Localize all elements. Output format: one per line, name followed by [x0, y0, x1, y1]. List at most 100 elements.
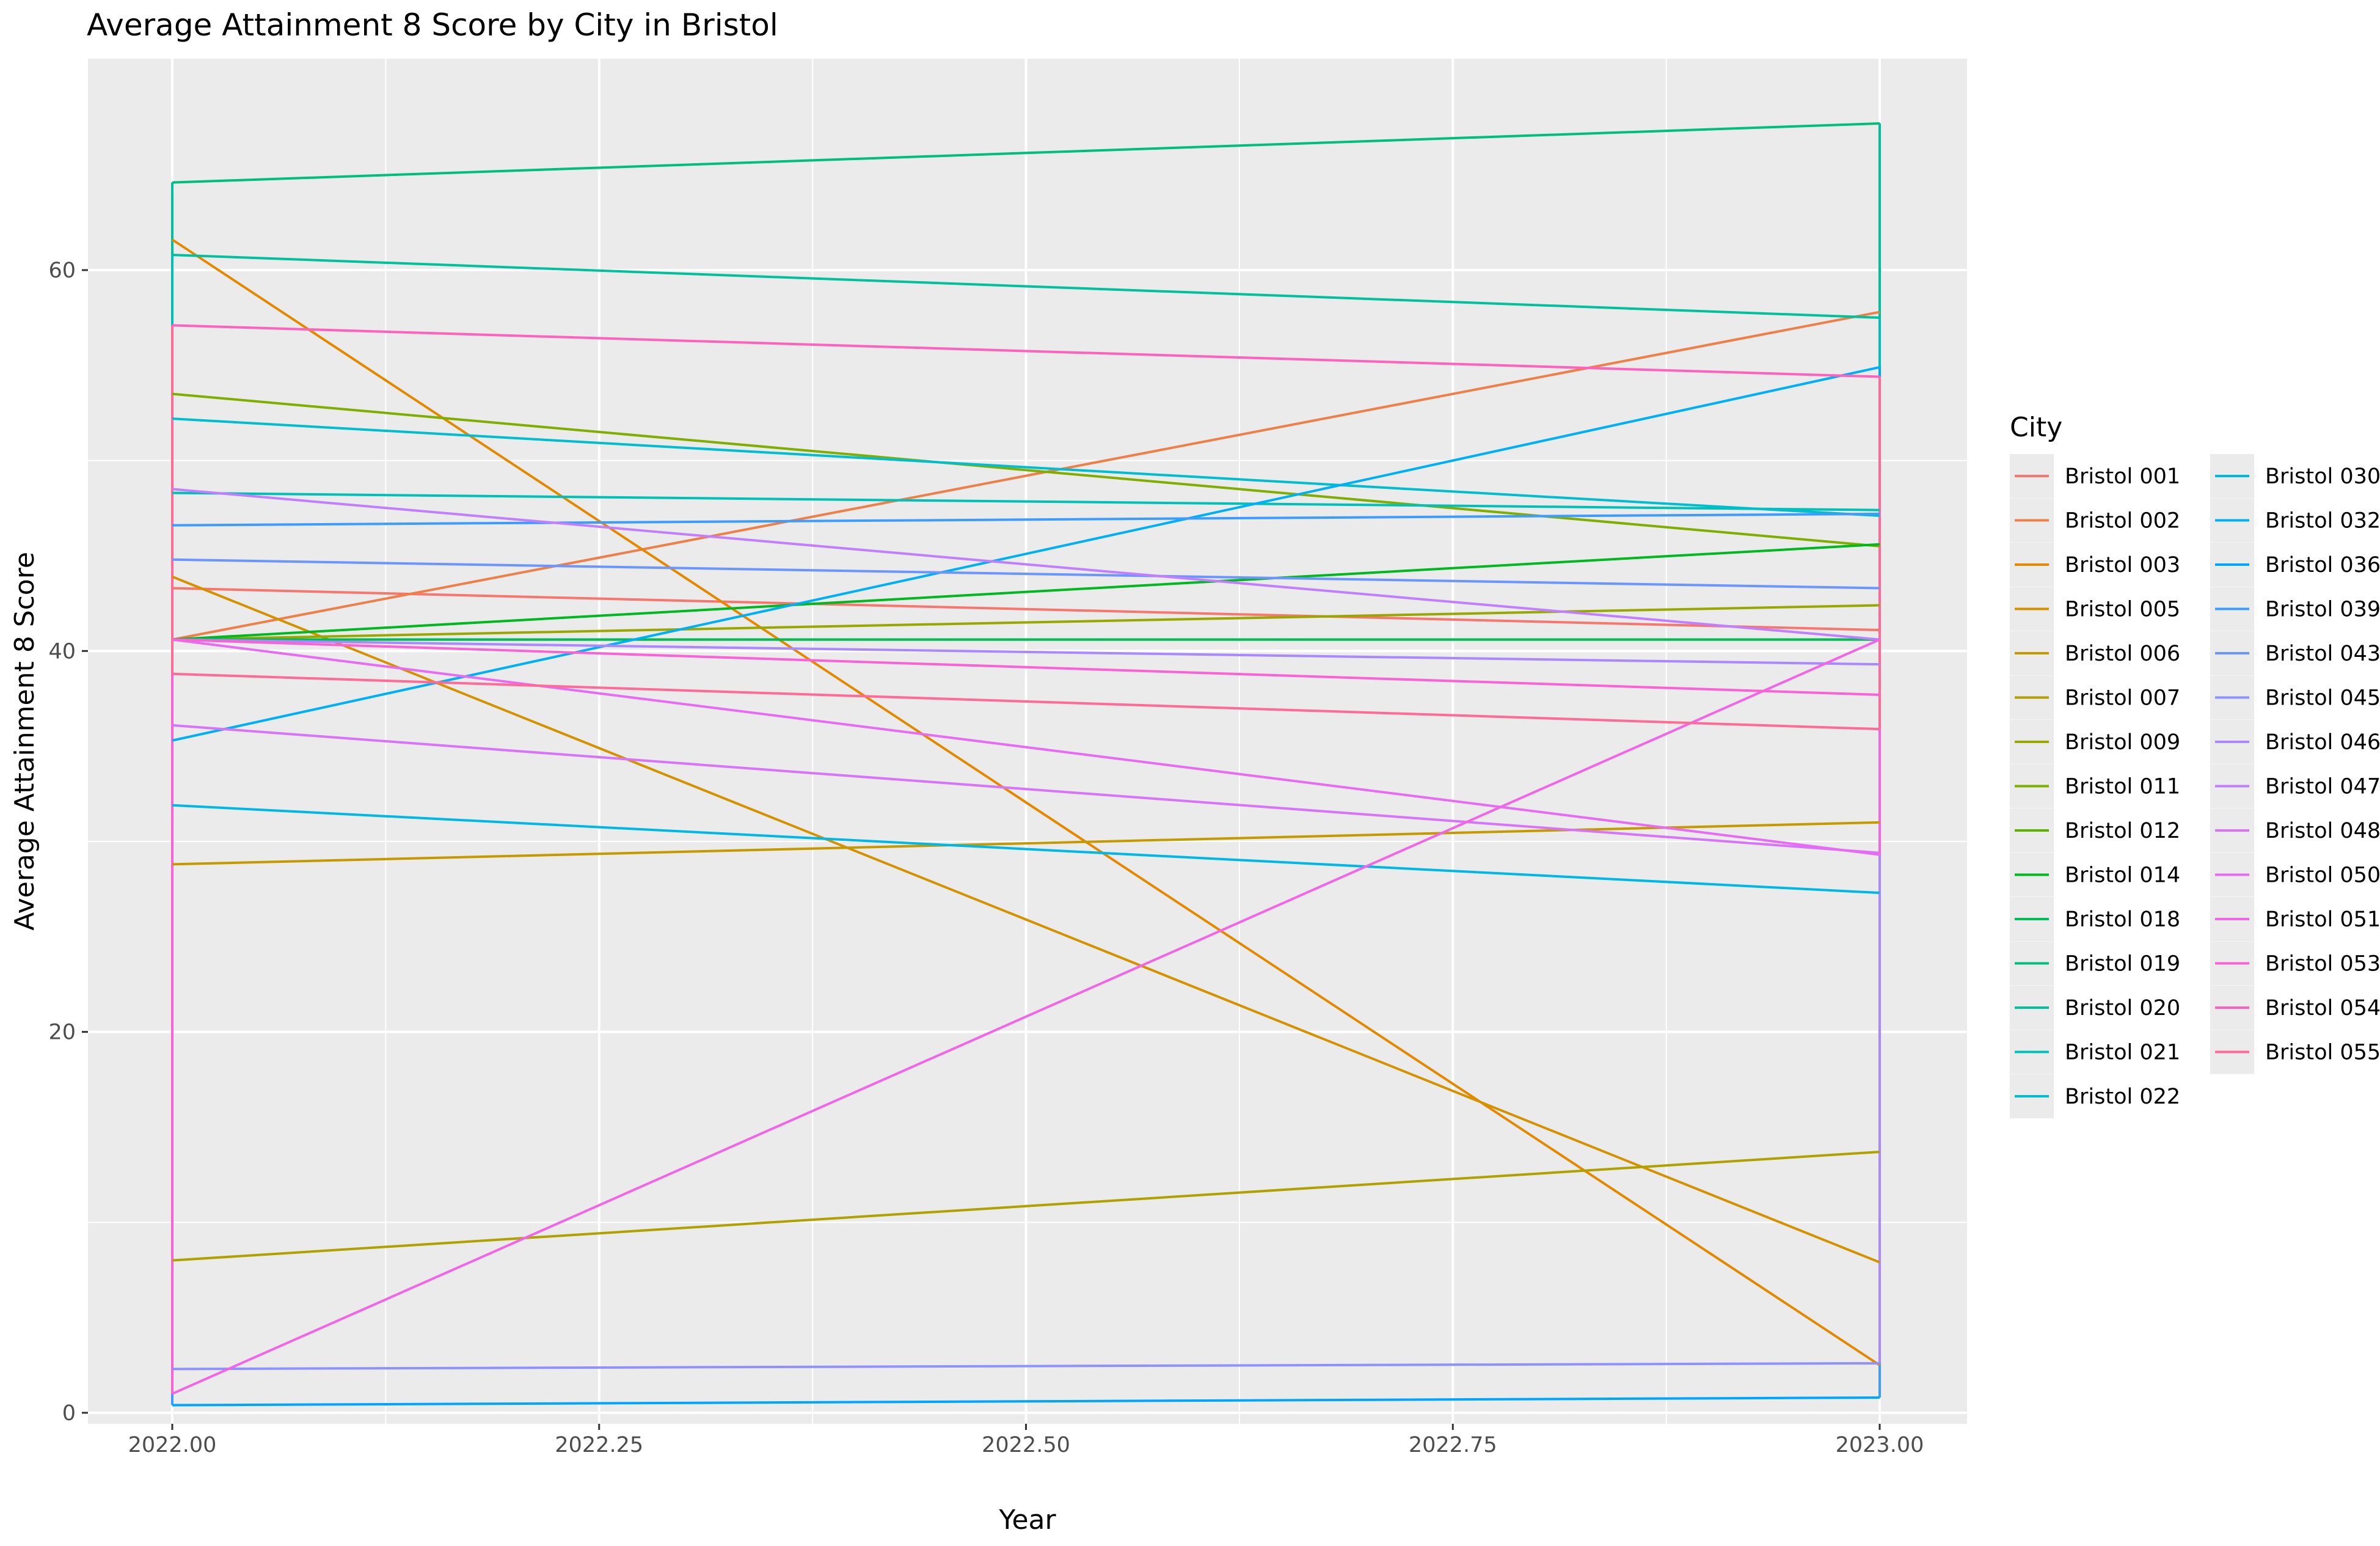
legend-item: Bristol 001 — [2010, 454, 2180, 498]
legend-item: Bristol 053 — [2210, 941, 2380, 986]
legend-title: City — [2010, 412, 2062, 443]
series-line-bristol-054 — [172, 324, 1880, 378]
legend-item: Bristol 048 — [2210, 808, 2380, 852]
legend-item: Bristol 009 — [2010, 720, 2180, 764]
legend-label: Bristol 043 — [2265, 642, 2380, 666]
series-line-bristol-007 — [172, 1151, 1880, 1262]
legend-item: Bristol 043 — [2210, 631, 2380, 675]
legend-item: Bristol 011 — [2010, 764, 2180, 808]
series-lines — [171, 122, 1881, 1407]
legend-label: Bristol 039 — [2265, 598, 2380, 622]
x-axis: 2022.00 2022.25 2022.50 2022.75 2023.00 — [128, 1424, 1924, 1457]
legend-label: Bristol 055 — [2265, 1041, 2380, 1065]
series-line-bristol-022 — [172, 417, 1880, 518]
chart-title: Average Attainment 8 Score by City in Br… — [87, 7, 778, 43]
legend-item: Bristol 047 — [2210, 764, 2380, 808]
legend-label: Bristol 054 — [2265, 996, 2380, 1020]
legend-label: Bristol 045 — [2265, 686, 2380, 711]
x-tick-label: 2022.00 — [128, 1433, 217, 1457]
legend-label: Bristol 046 — [2265, 730, 2380, 755]
legend-item: Bristol 032 — [2210, 498, 2380, 543]
series-line-bristol-005 — [172, 575, 1880, 1264]
legend-label: Bristol 022 — [2065, 1085, 2180, 1109]
y-tick-label: 60 — [48, 258, 76, 283]
series-line-bristol-039 — [172, 512, 1880, 527]
series-line-bristol-036 — [172, 1396, 1880, 1407]
legend-label: Bristol 006 — [2065, 642, 2180, 666]
series-line-bristol-001 — [172, 587, 1880, 632]
series-line-bristol-009 — [172, 604, 1880, 641]
legend-item: Bristol 018 — [2010, 897, 2180, 941]
legend-item: Bristol 021 — [2010, 1030, 2180, 1074]
legend-label: Bristol 009 — [2065, 730, 2180, 755]
legend-label: Bristol 012 — [2065, 819, 2180, 843]
legend-item: Bristol 039 — [2210, 587, 2380, 631]
legend-label: Bristol 019 — [2065, 952, 2180, 976]
legend-label: Bristol 048 — [2265, 819, 2380, 843]
y-axis: 0 20 40 60 — [48, 258, 88, 1426]
legend-item: Bristol 014 — [2010, 852, 2180, 897]
legend-label: Bristol 020 — [2065, 996, 2180, 1020]
series-line-bristol-030 — [172, 804, 1880, 895]
series-line-bristol-050 — [172, 638, 1880, 856]
series-line-bristol-003 — [171, 238, 1881, 1366]
series-line-bristol-051 — [172, 638, 1880, 1395]
legend-label: Bristol 051 — [2265, 907, 2380, 932]
x-tick-label: 2022.50 — [982, 1433, 1070, 1457]
legend-item: Bristol 002 — [2010, 498, 2180, 543]
legend-item: Bristol 007 — [2010, 675, 2180, 720]
legend-item: Bristol 055 — [2210, 1030, 2380, 1074]
legend-label: Bristol 007 — [2065, 686, 2180, 711]
legend: City Bristol 001 Bristol 002 Bristol 003 Br… — [2010, 412, 2380, 1118]
y-tick-label: 40 — [48, 639, 76, 664]
legend-label: Bristol 032 — [2265, 509, 2380, 533]
legend-item: Bristol 019 — [2010, 941, 2180, 986]
legend-label: Bristol 014 — [2065, 863, 2180, 888]
series-line-bristol-047 — [172, 488, 1880, 641]
legend-label: Bristol 053 — [2265, 952, 2380, 976]
series-line-bristol-021 — [172, 491, 1880, 511]
x-tick-label: 2022.25 — [555, 1433, 643, 1457]
legend-label: Bristol 001 — [2065, 464, 2180, 489]
y-tick-label: 20 — [48, 1020, 76, 1045]
x-tick-label: 2022.75 — [1409, 1433, 1497, 1457]
legend-item: Bristol 030 — [2210, 454, 2380, 498]
legend-label: Bristol 021 — [2065, 1041, 2180, 1065]
x-axis-title: Year — [998, 1504, 1056, 1536]
legend-item: Bristol 012 — [2010, 808, 2180, 852]
x-tick-label: 2023.00 — [1836, 1433, 1924, 1457]
legend-item: Bristol 005 — [2010, 587, 2180, 631]
series-line-bristol-002 — [172, 310, 1880, 641]
legend-label: Bristol 018 — [2065, 907, 2180, 932]
series-line-bristol-043 — [172, 558, 1880, 590]
legend-item: Bristol 020 — [2010, 986, 2180, 1030]
legend-label: Bristol 002 — [2065, 509, 2180, 533]
legend-item: Bristol 050 — [2210, 852, 2380, 897]
y-axis-title: Average Attainment 8 Score — [9, 552, 40, 931]
series-line-bristol-046 — [172, 638, 1880, 666]
legend-label: Bristol 005 — [2065, 598, 2180, 622]
series-line-bristol-053 — [172, 638, 1880, 697]
series-line-bristol-055 — [172, 672, 1880, 731]
legend-label: Bristol 011 — [2065, 775, 2180, 799]
series-line-bristol-014 — [172, 543, 1880, 641]
series-line-bristol-019 — [172, 122, 1880, 184]
y-tick-label: 0 — [62, 1401, 76, 1426]
legend-label: Bristol 036 — [2265, 553, 2380, 577]
legend-label: Bristol 003 — [2065, 553, 2180, 577]
series-line-bristol-006 — [172, 821, 1880, 866]
series-line-bristol-048 — [172, 724, 1880, 854]
series-line-bristol-032 — [172, 365, 1880, 742]
legend-item: Bristol 051 — [2210, 897, 2380, 941]
legend-item: Bristol 022 — [2010, 1074, 2180, 1118]
legend-item: Bristol 046 — [2210, 720, 2380, 764]
minor-gridlines — [88, 59, 1967, 1424]
legend-item: Bristol 045 — [2210, 675, 2380, 720]
legend-label: Bristol 047 — [2265, 775, 2380, 799]
series-line-bristol-011 — [172, 392, 1880, 548]
legend-item: Bristol 003 — [2010, 543, 2180, 587]
legend-item: Bristol 006 — [2010, 631, 2180, 675]
series-line-bristol-045 — [172, 1361, 1880, 1371]
legend-item: Bristol 054 — [2210, 986, 2380, 1030]
